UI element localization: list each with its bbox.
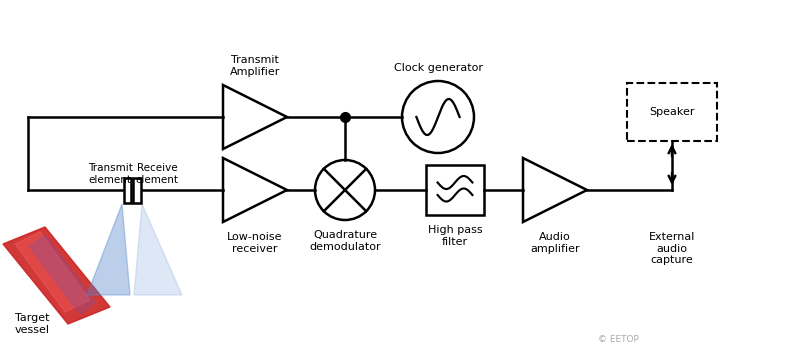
Text: Quadrature
demodulator: Quadrature demodulator [309, 230, 381, 252]
Text: Audio
amplifier: Audio amplifier [530, 232, 580, 254]
Text: High pass
filter: High pass filter [428, 225, 482, 247]
Text: Transmit
Amplifier: Transmit Amplifier [230, 55, 280, 77]
Text: Target
vessel: Target vessel [14, 313, 50, 335]
Polygon shape [30, 235, 95, 314]
Polygon shape [87, 204, 130, 295]
Text: Transmit
element: Transmit element [87, 163, 133, 185]
Bar [133, 177, 141, 202]
Polygon shape [3, 227, 110, 324]
Text: Receive
element: Receive element [135, 163, 178, 185]
Bar [123, 177, 131, 202]
Text: Low-noise
receiver: Low-noise receiver [227, 232, 282, 254]
Text: External
audio
capture: External audio capture [649, 232, 695, 265]
Polygon shape [15, 232, 90, 312]
Polygon shape [134, 204, 182, 295]
Bar [627, 83, 717, 141]
Text: Clock generator: Clock generator [394, 63, 482, 73]
Text: © EETOP: © EETOP [598, 336, 638, 345]
Bar [426, 165, 484, 215]
Text: Speaker: Speaker [650, 107, 694, 117]
